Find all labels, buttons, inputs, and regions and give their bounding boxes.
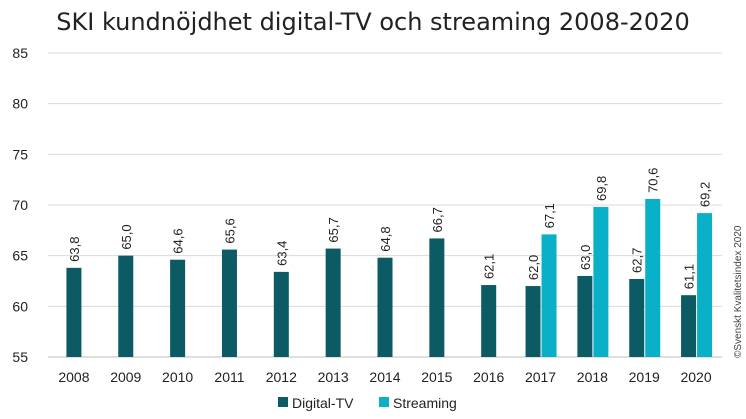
- data-label-digital-tv-2019: 62,7: [630, 248, 645, 273]
- data-label-digital-tv-2010: 64,6: [171, 228, 186, 253]
- x-tick-label: 2018: [577, 369, 608, 385]
- data-label-streaming-2018: 69,8: [594, 176, 609, 201]
- x-tick-label: 2016: [473, 369, 504, 385]
- gridlines: [48, 52, 722, 358]
- chart-title: SKI kundnöjdhet digital-TV och streaming…: [56, 8, 689, 36]
- bar-digital-tv-2019: [629, 278, 645, 357]
- data-label-streaming-2020: 69,2: [698, 182, 713, 207]
- y-tick-label: 55: [12, 349, 28, 365]
- data-label-digital-tv-2020: 61,1: [682, 264, 697, 289]
- y-tick-label: 60: [12, 298, 28, 314]
- legend-swatch-streaming: [379, 397, 389, 407]
- data-label-digital-tv-2013: 65,7: [326, 217, 341, 242]
- bar-digital-tv-2009: [118, 255, 134, 357]
- bar-digital-tv-2013: [325, 248, 341, 357]
- bar-digital-tv-2008: [66, 267, 82, 357]
- bar-streaming-2019: [645, 198, 661, 357]
- bar-digital-tv-2016: [481, 285, 497, 357]
- x-tick-label: 2009: [110, 369, 141, 385]
- legend: Digital-TV Streaming: [278, 395, 457, 411]
- x-tick-label: 2010: [162, 369, 193, 385]
- y-tick-label: 70: [12, 197, 28, 213]
- data-label-streaming-2019: 70,6: [646, 168, 661, 193]
- data-label-digital-tv-2015: 66,7: [430, 207, 445, 232]
- data-label-digital-tv-2014: 64,8: [378, 226, 393, 251]
- x-tick-label: 2017: [525, 369, 556, 385]
- data-label-digital-tv-2009: 65,0: [119, 224, 134, 249]
- x-tick-label: 2013: [318, 369, 349, 385]
- data-label-digital-tv-2008: 63,8: [67, 237, 82, 262]
- bar-digital-tv-2018: [577, 275, 593, 357]
- bar-digital-tv-2020: [681, 295, 697, 357]
- copyright-text: ©Svenskt Kvalitetsindex 2020: [733, 225, 744, 358]
- data-label-digital-tv-2018: 63,0: [578, 245, 593, 270]
- y-tick-label: 75: [12, 146, 28, 162]
- bar-digital-tv-2010: [170, 259, 186, 357]
- x-tick-label: 2012: [266, 369, 297, 385]
- legend-label-streaming: Streaming: [393, 395, 457, 411]
- data-label-streaming-2017: 67,1: [542, 203, 557, 228]
- y-tick-label: 65: [12, 248, 28, 264]
- x-tick-label: 2008: [58, 369, 89, 385]
- data-label-digital-tv-2011: 65,6: [222, 218, 237, 243]
- x-tick-label: 2014: [369, 369, 400, 385]
- data-label-digital-tv-2016: 62,1: [482, 254, 497, 279]
- bars: 63,8 65,0 64,6 65,6 63,4 65,7 64,8 66,7 62,1 62,0…: [66, 168, 713, 357]
- y-tick-label: 85: [12, 45, 28, 61]
- y-axis: 55 60 65 70 75 80 85: [12, 45, 28, 365]
- bar-streaming-2017: [541, 234, 557, 357]
- data-label-digital-tv-2012: 63,4: [274, 241, 289, 266]
- bar-digital-tv-2014: [377, 257, 393, 357]
- bar-digital-tv-2012: [273, 271, 289, 357]
- bar-streaming-2020: [697, 213, 713, 357]
- x-tick-label: 2020: [680, 369, 711, 385]
- bar-digital-tv-2015: [429, 238, 445, 357]
- bar-streaming-2018: [593, 207, 609, 357]
- x-axis: 2008 2009 2010 2011 2012 2013 2014 2015 2016 2017…: [58, 369, 712, 385]
- y-tick-label: 80: [12, 96, 28, 112]
- bar-digital-tv-2017: [525, 286, 541, 357]
- bar-digital-tv-2011: [221, 249, 237, 357]
- x-tick-label: 2019: [629, 369, 660, 385]
- legend-label-digital-tv: Digital-TV: [292, 395, 354, 411]
- data-label-digital-tv-2017: 62,0: [526, 255, 541, 280]
- x-tick-label: 2011: [214, 369, 244, 385]
- x-tick-label: 2015: [421, 369, 452, 385]
- legend-swatch-digital-tv: [278, 397, 288, 407]
